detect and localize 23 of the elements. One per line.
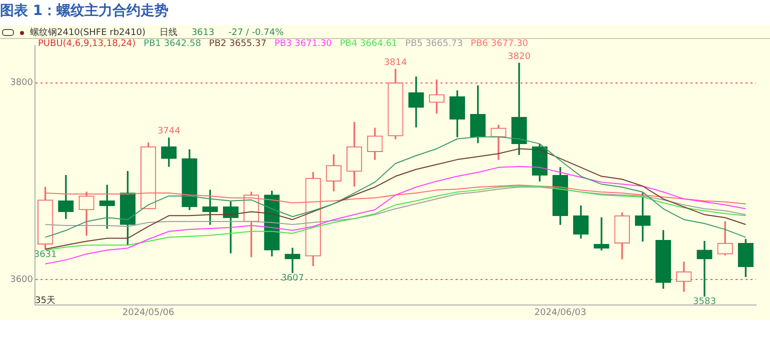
chart-subtitle: 螺纹钢2410(SHFE rb2410) [30,26,146,39]
text: PB6 3677.30 [470,39,528,49]
annotation: 3583 [693,297,716,308]
text: PB5 3665.73 [405,39,463,49]
text: 日线 [159,26,178,39]
x-tick-label: 2024/05/06 [122,308,175,318]
annotation: 3820 [508,52,531,62]
x-tick-label: 2024/06/03 [534,308,586,318]
annotation: 3744 [157,126,181,137]
y-tick-label: 3800 [10,78,34,88]
text: PB4 3664.61 [340,39,398,49]
annotation: 3631 [34,250,57,260]
text: 3613 [191,28,214,38]
annotation: 3607 [281,274,304,284]
text: PB3 3671.30 [274,39,332,49]
text: PB1 3642.58 [144,39,202,49]
annotation: 3814 [384,58,408,68]
text: PB2 3655.37 [209,39,266,49]
y-tick-label: 3600 [10,274,34,285]
chart-title: 图表 1：螺纹主力合约走势 [0,2,169,20]
annotation: 35天 [35,295,56,307]
legend-title: PUBU(4,6,9,13,18,24) [38,39,136,49]
text: -27 / -0.74% [228,28,284,38]
